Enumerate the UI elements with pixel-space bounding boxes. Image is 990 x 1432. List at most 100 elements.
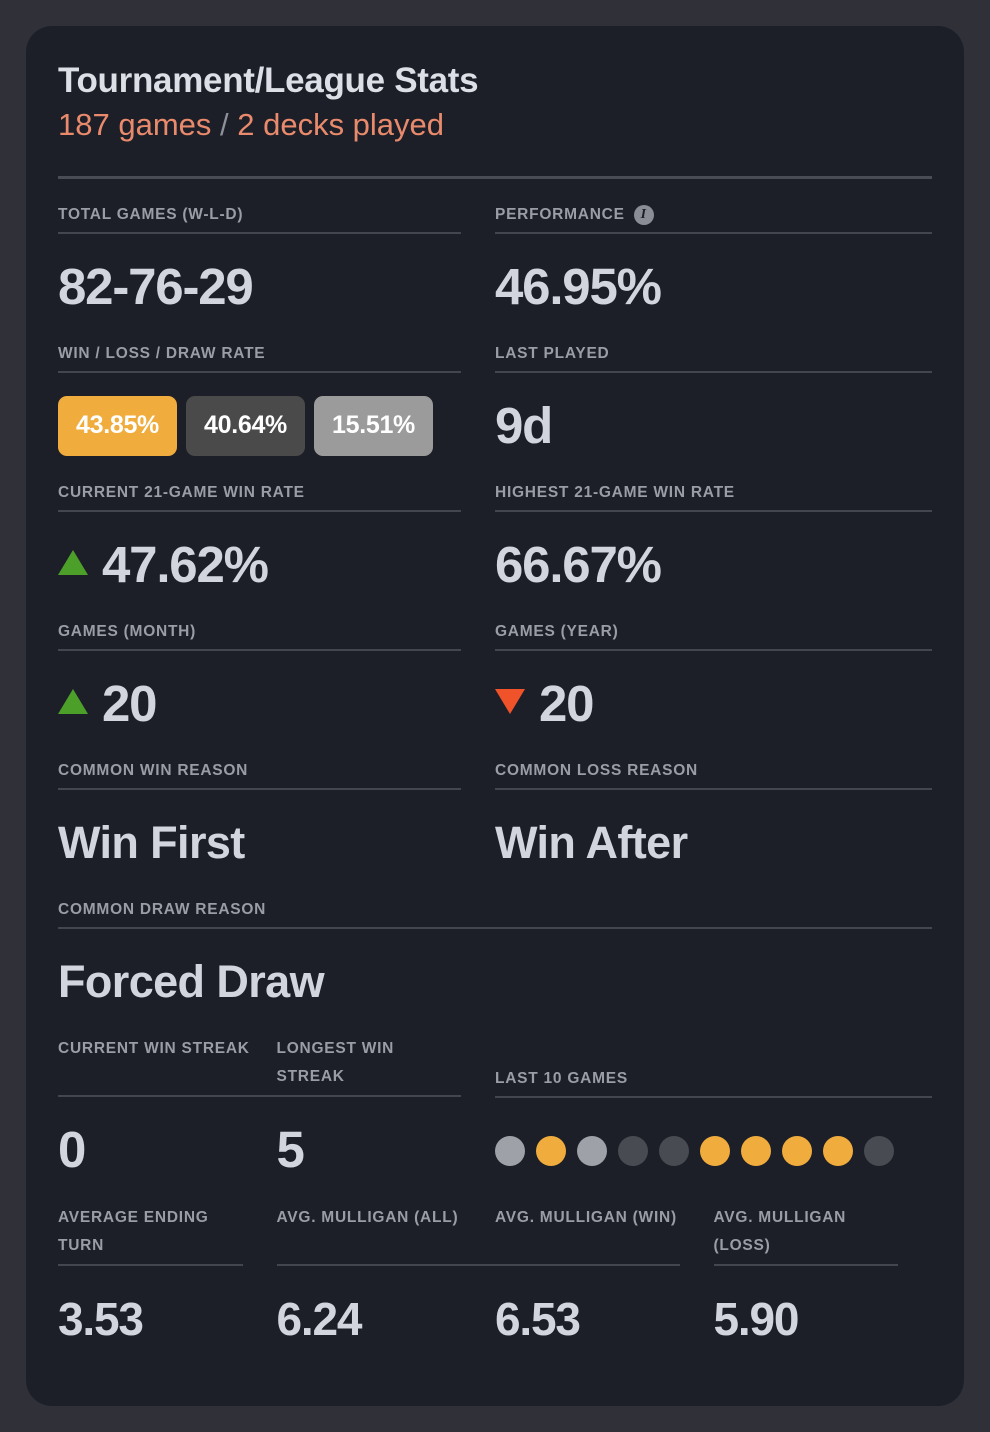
game-result-dot <box>700 1135 730 1166</box>
stat-avg-mulligan-all: AVG. MULLIGAN (ALL) 6.24 <box>276 1182 495 1350</box>
stat-value: 46.95% <box>495 258 662 316</box>
stat-value: Forced Draw <box>58 956 325 1008</box>
stat-value: 0 <box>58 1121 86 1179</box>
stat-games-year: GAMES (YEAR) 20 <box>495 596 932 735</box>
trend-up-icon <box>58 689 88 715</box>
stat-value: 9d <box>495 397 553 455</box>
stat-current-win-streak: CURRENT WIN STREAK 0 <box>58 1013 277 1182</box>
last-10-games-dots <box>495 1120 932 1182</box>
stat-divider <box>495 509 932 512</box>
stat-label: COMMON WIN REASON <box>58 761 249 779</box>
stat-divider <box>58 648 461 651</box>
stat-label: AVG. MULLIGAN (LOSS) <box>713 1208 847 1255</box>
stat-divider <box>58 370 461 373</box>
stat-divider <box>276 1094 461 1097</box>
card-header: Tournament/League Stats 187 games / 2 de… <box>58 60 932 146</box>
stat-divider <box>276 1263 495 1266</box>
stat-last-10-games: LAST 10 GAMES <box>495 1013 932 1182</box>
info-icon[interactable]: i <box>633 205 654 226</box>
header-subtitle: 187 games / 2 decks played <box>58 105 932 145</box>
stat-divider <box>495 1095 932 1098</box>
stat-value-row: 20 <box>58 673 461 735</box>
stat-games-month: GAMES (MONTH) 20 <box>58 596 495 735</box>
game-result-dot <box>741 1135 771 1166</box>
game-result-dot <box>864 1135 894 1166</box>
stat-divider <box>58 926 932 929</box>
loss-rate-pill: 40.64% <box>186 395 305 456</box>
stat-win-loss-draw-rate: WIN / LOSS / DRAW RATE 43.85% 40.64% 15.… <box>58 318 495 457</box>
stat-value-row: 20 <box>495 673 932 735</box>
stat-highest-21-game-win-rate: HIGHEST 21-GAME WIN RATE 66.67% <box>495 457 932 596</box>
subtitle-separator: / <box>211 107 238 143</box>
stat-label: AVG. MULLIGAN (ALL) <box>276 1208 459 1226</box>
stat-common-draw-reason: COMMON DRAW REASON Forced Draw <box>58 874 932 1013</box>
stat-value: 5 <box>276 1121 305 1179</box>
stats-grid: TOTAL GAMES (W-L-D) 82-76-29 PERFORMANCE… <box>58 179 932 1350</box>
stat-avg-mulligan-win: AVG. MULLIGAN (WIN) 6.53 <box>495 1182 714 1350</box>
stat-common-win-reason: COMMON WIN REASON Win First <box>58 735 495 874</box>
trend-up-icon <box>58 550 88 576</box>
stat-divider <box>58 787 461 790</box>
stat-divider <box>495 231 932 234</box>
stat-label: GAMES (MONTH) <box>58 622 197 640</box>
stat-value: 82-76-29 <box>58 258 254 316</box>
stat-divider <box>58 1263 243 1266</box>
stat-value: 3.53 <box>58 1292 144 1345</box>
stat-label: GAMES (YEAR) <box>495 622 619 640</box>
stat-value: 20 <box>539 675 595 733</box>
stat-label: COMMON LOSS REASON <box>495 761 698 779</box>
stat-value: 47.62% <box>102 536 269 594</box>
stat-total-games: TOTAL GAMES (W-L-D) 82-76-29 <box>58 179 495 318</box>
stat-avg-mulligan-loss: AVG. MULLIGAN (LOSS) 5.90 <box>713 1182 933 1350</box>
page-title: Tournament/League Stats <box>58 61 479 100</box>
stat-divider <box>58 231 461 234</box>
stat-divider <box>58 509 461 512</box>
stat-label: LAST 10 GAMES <box>495 1069 628 1087</box>
game-result-dot <box>659 1135 689 1166</box>
stat-value: 20 <box>102 675 158 733</box>
stat-label-text: PERFORMANCE <box>495 205 625 223</box>
game-result-dot <box>823 1135 853 1166</box>
stat-label: AVG. MULLIGAN (WIN) <box>495 1208 677 1226</box>
decks-played: 2 decks played <box>237 107 445 143</box>
stat-value: 66.67% <box>495 536 662 594</box>
stat-last-played: LAST PLAYED 9d <box>495 318 932 457</box>
stat-label: PERFORMANCE i <box>495 201 932 230</box>
stat-label: CURRENT 21-GAME WIN RATE <box>58 483 305 501</box>
draw-rate-pill: 15.51% <box>314 395 433 456</box>
stat-value: Win After <box>495 817 688 869</box>
stat-common-loss-reason: COMMON LOSS REASON Win After <box>495 735 932 874</box>
trend-down-icon <box>495 689 525 715</box>
stat-divider <box>58 1094 277 1097</box>
stat-value: 5.90 <box>713 1292 800 1345</box>
tournament-league-stats-card: Tournament/League Stats 187 games / 2 de… <box>26 26 964 1406</box>
stat-value: 6.53 <box>495 1292 581 1345</box>
stat-value: 6.24 <box>276 1292 363 1345</box>
stat-label: AVERAGE ENDING TURN <box>58 1208 209 1255</box>
stat-label: TOTAL GAMES (W-L-D) <box>58 205 244 223</box>
stat-performance: PERFORMANCE i 46.95% <box>495 179 932 318</box>
game-result-dot <box>782 1135 812 1166</box>
games-count: 187 games <box>58 107 212 143</box>
wld-pill-row: 43.85% 40.64% 15.51% <box>58 395 461 457</box>
stat-value-row: 47.62% <box>58 534 461 596</box>
stat-label: LAST PLAYED <box>495 344 610 362</box>
stat-longest-win-streak: LONGEST WIN STREAK 5 <box>276 1013 496 1182</box>
stat-divider <box>713 1263 898 1266</box>
game-result-dot <box>618 1135 648 1166</box>
stat-label: CURRENT WIN STREAK <box>58 1039 250 1057</box>
stat-label: HIGHEST 21-GAME WIN RATE <box>495 483 735 501</box>
stat-divider <box>495 1263 680 1266</box>
stat-value: Win First <box>58 817 245 869</box>
stat-current-21-game-win-rate: CURRENT 21-GAME WIN RATE 47.62% <box>58 457 495 596</box>
win-rate-pill: 43.85% <box>58 395 177 456</box>
stat-label: COMMON DRAW REASON <box>58 900 267 918</box>
stat-divider <box>495 648 932 651</box>
game-result-dot <box>495 1135 525 1166</box>
stat-label: WIN / LOSS / DRAW RATE <box>58 344 266 362</box>
stat-average-ending-turn: AVERAGE ENDING TURN 3.53 <box>58 1182 277 1350</box>
stat-divider <box>495 370 932 373</box>
game-result-dot <box>536 1135 566 1166</box>
stat-label: LONGEST WIN STREAK <box>276 1039 395 1086</box>
stat-divider <box>495 787 932 790</box>
